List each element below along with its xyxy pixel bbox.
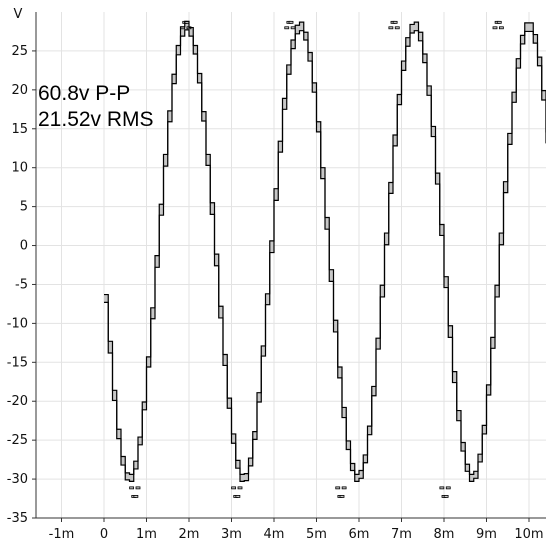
peak-to-peak-readout: 60.8v P-P: [38, 82, 131, 105]
x-tick-label: 10m: [514, 527, 543, 542]
y-tick-label: 15: [11, 122, 28, 137]
peak-cap: [394, 26, 400, 30]
trough-cap: [133, 495, 139, 498]
trough-cap: [335, 486, 341, 490]
x-tick-label: 2m: [179, 527, 200, 542]
trough-cap: [135, 486, 141, 490]
x-tick-label: 4m: [264, 527, 285, 542]
y-tick-label: 10: [11, 161, 28, 176]
y-tick-label: -25: [7, 433, 28, 448]
x-tick-label: 3m: [221, 527, 242, 542]
trace-layer: [104, 20, 546, 498]
peak-cap: [284, 26, 290, 30]
y-tick-label: -15: [7, 355, 28, 370]
y-tick-label: -5: [15, 277, 28, 292]
x-tick-label: 7m: [391, 527, 412, 542]
trough-cap: [129, 486, 135, 490]
x-tick-label: 8m: [434, 527, 455, 542]
trough-cap: [439, 486, 445, 490]
x-tick-label: 1m: [136, 527, 157, 542]
y-tick-label: -30: [7, 472, 28, 487]
x-tick-label: 5m: [306, 527, 327, 542]
trough-cap: [235, 495, 241, 498]
y-tick-label: 0: [20, 239, 28, 254]
y-axis-unit-label: V: [14, 7, 23, 22]
trough-cap: [231, 486, 237, 490]
trough-cap: [445, 486, 451, 490]
trace-max-line: [104, 20, 546, 476]
peak-cap: [290, 26, 296, 30]
trough-cap: [339, 495, 345, 498]
y-tick-label: -35: [7, 511, 28, 526]
peak-cap: [492, 26, 498, 30]
x-tick-label: 6m: [349, 527, 370, 542]
y-tick-label: -10: [7, 316, 28, 331]
label-layer: -35 -30 -25 -20 -15 -10 -5 0 5 10 15 20 25 -1m 0 1m 2m 3m…: [7, 7, 544, 542]
peak-cap: [388, 26, 394, 30]
peak-cap: [392, 20, 398, 24]
trough-cap: [341, 486, 347, 490]
y-tick-label: -20: [7, 394, 28, 409]
x-tick-label: 0: [100, 527, 108, 542]
axis-layer: [32, 12, 546, 522]
y-tick-label: 25: [11, 44, 28, 59]
y-tick-label: 20: [11, 83, 28, 98]
peak-cap: [288, 20, 294, 24]
x-tick-label: 9m: [476, 527, 497, 542]
trace-min-line: [104, 29, 546, 483]
x-tick-label: -1m: [49, 527, 75, 542]
peak-cap: [496, 20, 502, 24]
trough-cap: [237, 486, 243, 490]
y-tick-label: 5: [20, 200, 28, 215]
trough-cap: [443, 495, 449, 498]
trace-envelope: [104, 21, 546, 482]
peak-cap: [498, 26, 504, 30]
rms-readout: 21.52v RMS: [38, 108, 154, 131]
